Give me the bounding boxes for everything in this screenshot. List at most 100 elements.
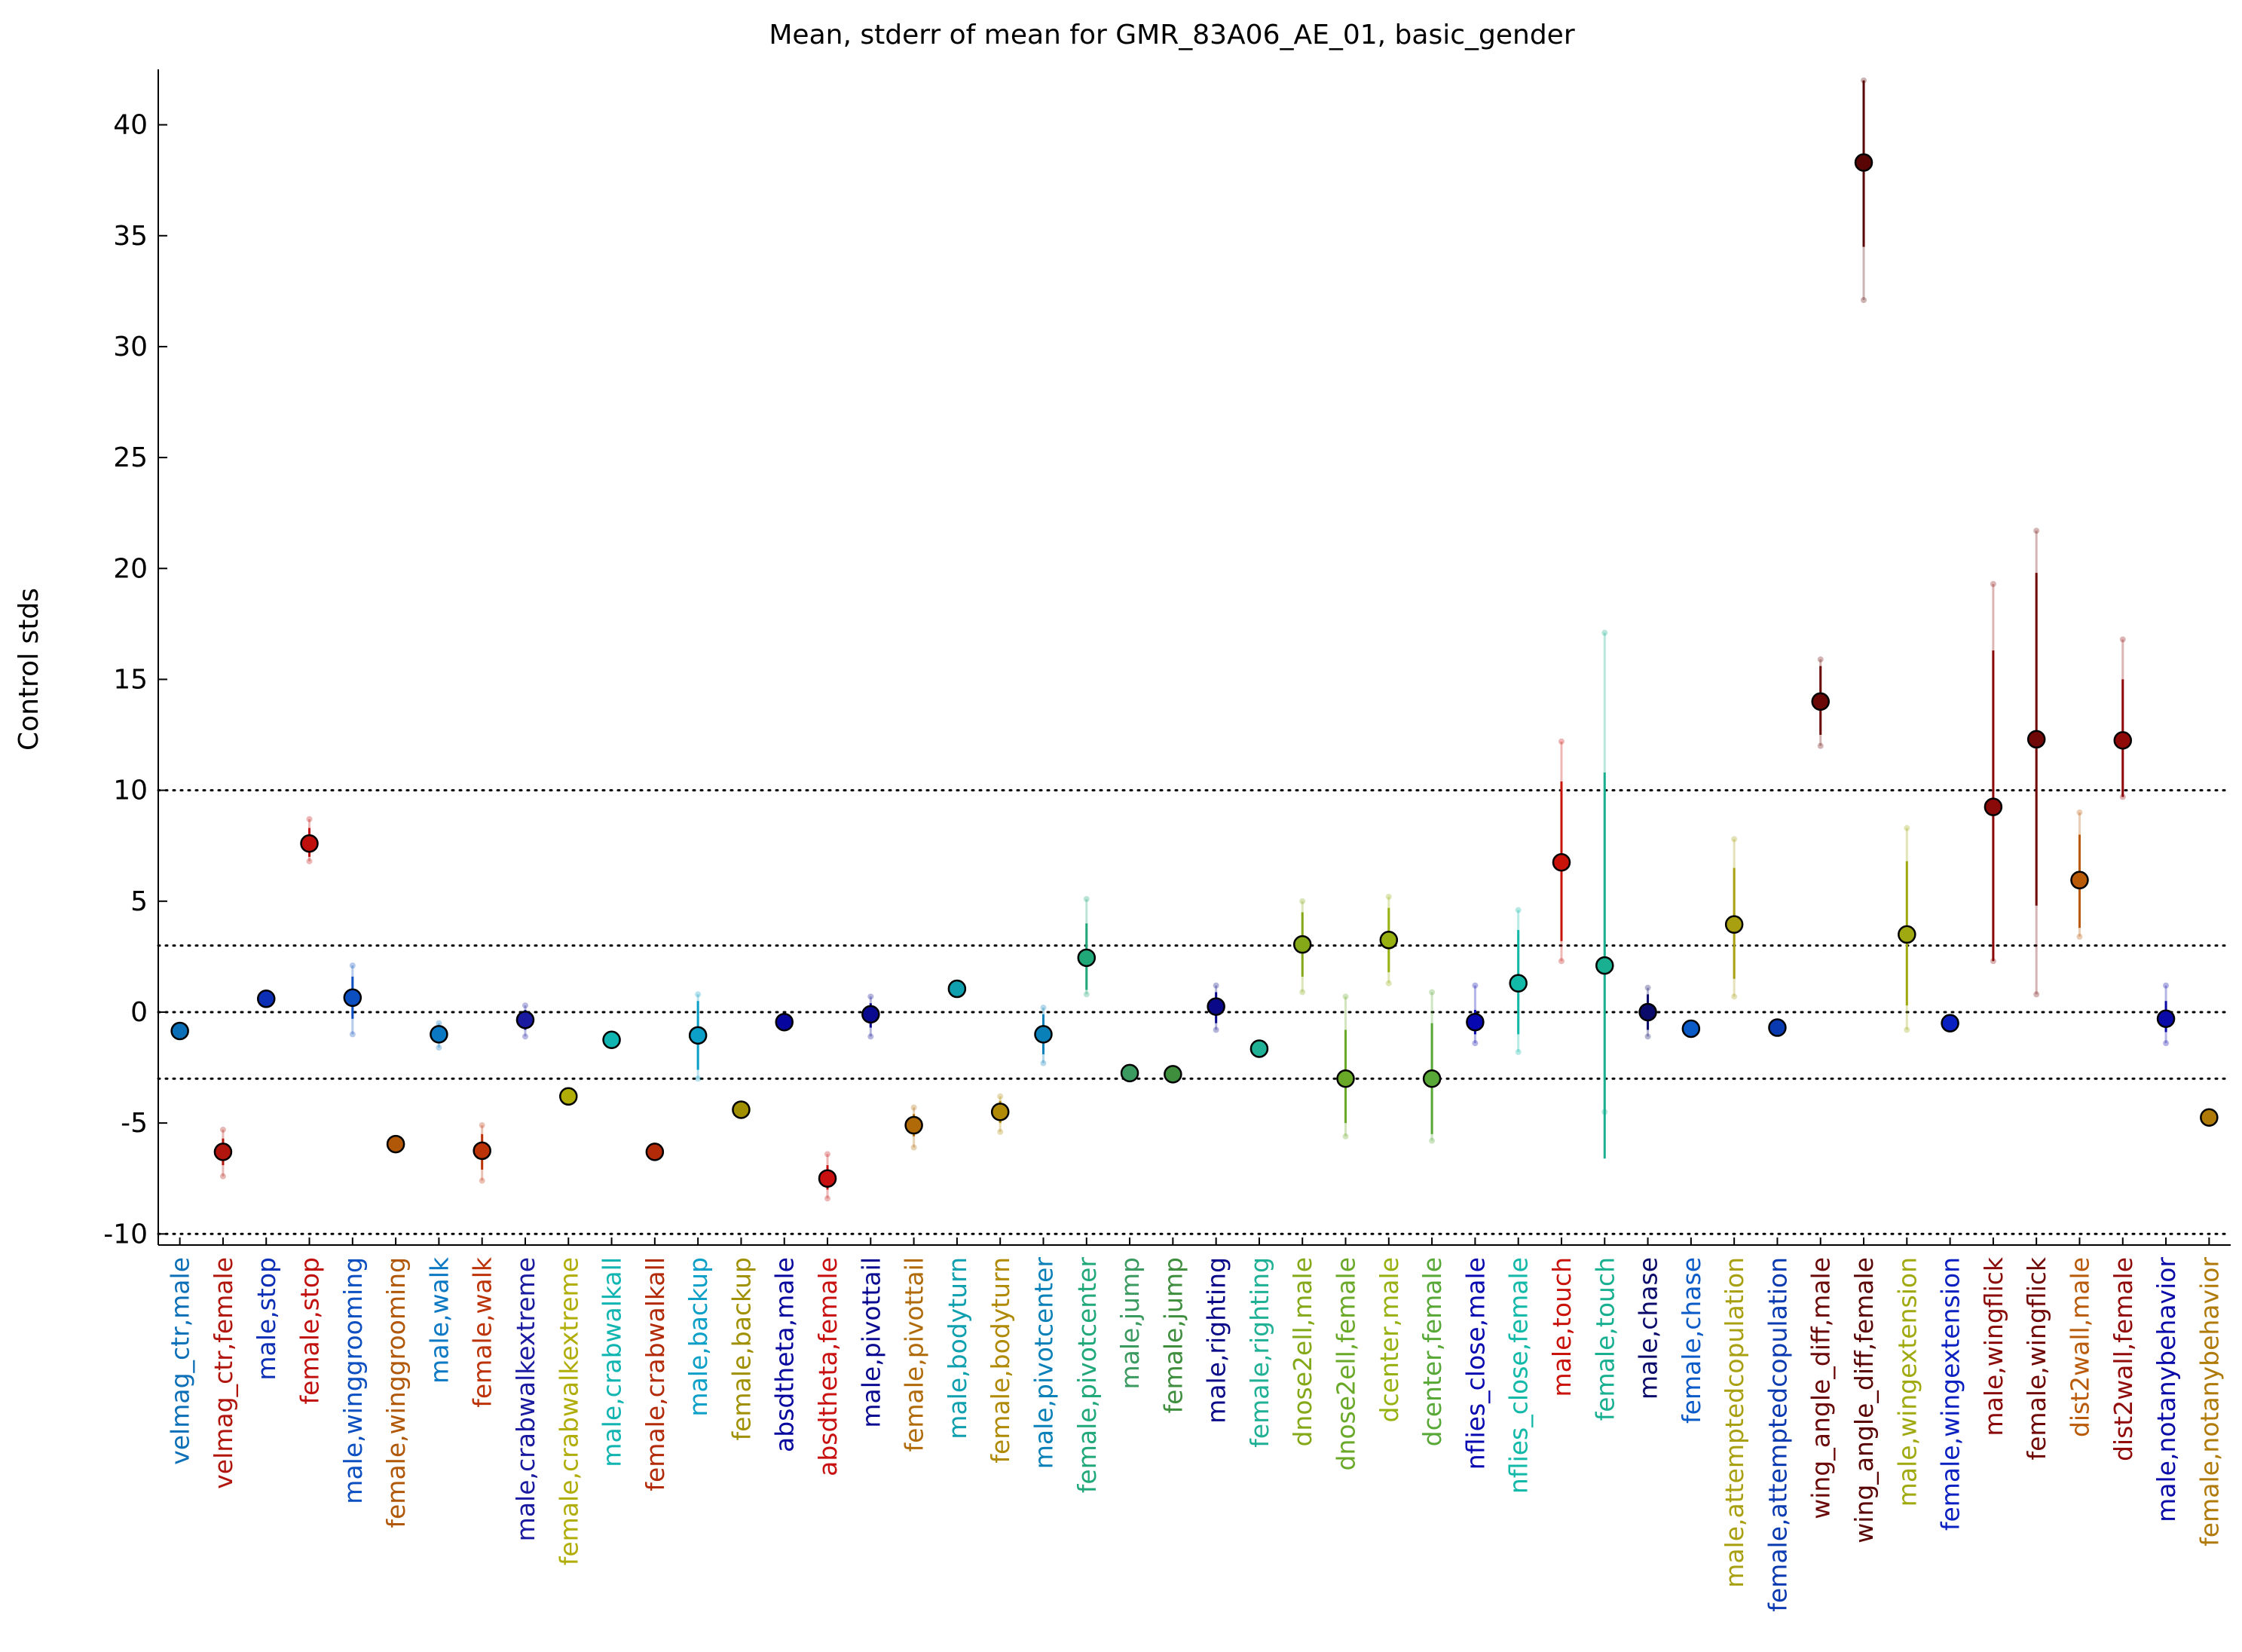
data-point (1292, 935, 1312, 954)
extent-end (306, 815, 313, 822)
x-tick-label: female,crabwalkall (641, 1257, 670, 1491)
y-tick-label: 40 (113, 110, 148, 141)
x-tick-label: dnose2ell,female (1332, 1257, 1361, 1470)
extent-end (824, 1195, 831, 1202)
extent-end (1083, 895, 1090, 902)
extent-end (306, 858, 313, 864)
y-tick-label: 35 (113, 221, 148, 252)
extent-end (1385, 980, 1392, 987)
data-point (1724, 915, 1744, 934)
extent-end (219, 1173, 226, 1179)
x-tick-label: dist2wall,male (2065, 1257, 2094, 1437)
x-tick-labels: velmag_ctr,male velmag_ctr,female male,sto… (166, 1237, 2224, 1612)
x-tick-label: velmag_ctr,female (209, 1257, 238, 1489)
x-tick-label: male,pivottail (856, 1257, 885, 1428)
x-tick-label: male,righting (1202, 1257, 1231, 1424)
data-point (2200, 1108, 2219, 1127)
extent-end (1472, 1040, 1479, 1047)
extent-end (2163, 982, 2170, 989)
y-tick-label: 5 (130, 886, 148, 917)
extent-end (349, 1031, 356, 1038)
data-point (1681, 1019, 1701, 1039)
x-tick-label: male,attemptedcopulation (1720, 1257, 1749, 1588)
x-tick-label: dcenter,male (1375, 1257, 1404, 1422)
x-tick-label: female,walk (468, 1256, 497, 1408)
data-point (1898, 925, 1916, 944)
extent-end (695, 1075, 702, 1082)
data-point (1077, 948, 1097, 968)
axes (158, 69, 2231, 1246)
extent-end (1472, 982, 1479, 989)
y-tick-label: 30 (113, 332, 148, 363)
x-tick-label: male,winggrooming (338, 1257, 368, 1504)
x-tick-label: female,bodyturn (986, 1257, 1015, 1464)
extent-end (522, 1033, 528, 1040)
extent-end (1817, 742, 1824, 749)
extent-end (1515, 1048, 1522, 1055)
data-point (1422, 1069, 1442, 1088)
data-point (1854, 153, 1873, 172)
extent-end (910, 1104, 917, 1111)
extent-end (695, 991, 702, 998)
data-point (1207, 997, 1225, 1016)
data-point (947, 979, 967, 999)
extent-end (1342, 993, 1349, 1000)
data-point (1595, 956, 1614, 975)
extent-end (479, 1122, 485, 1129)
x-tick-label: female,wingextension (1936, 1257, 1965, 1531)
data-point (300, 834, 319, 853)
reference-lines (157, 789, 2232, 1235)
data-point (213, 1143, 233, 1161)
data-point (473, 1141, 491, 1161)
y-axis-label: Control stds (14, 588, 44, 751)
extent-end (1644, 1033, 1651, 1040)
data-point (1509, 974, 1528, 993)
x-tick-label: female,backup (726, 1257, 756, 1441)
data-point (1379, 931, 1399, 950)
x-tick-label: male,wingextension (1892, 1257, 1922, 1507)
x-tick-label: male,walk (424, 1256, 454, 1384)
x-tick-label: female,attemptedcopulation (1763, 1257, 1792, 1612)
extent-end (1429, 1137, 1436, 1144)
data-point (1768, 1018, 1787, 1037)
extent-end (1731, 993, 1738, 1000)
data-point (1984, 797, 2003, 816)
x-tick-label: male,backup (684, 1257, 713, 1417)
extent-end (2163, 1040, 2170, 1047)
extent-end (1299, 898, 1306, 904)
extent-end (1083, 991, 1090, 998)
extent-end (1040, 1060, 1047, 1066)
data-point (2156, 1009, 2176, 1029)
extent-end (436, 1020, 442, 1026)
extent-end (1558, 958, 1565, 965)
extent-end (1644, 984, 1651, 991)
data-point (904, 1115, 923, 1135)
extent-end (522, 1002, 528, 1009)
x-tick-label: male,crabwalkextreme (511, 1257, 540, 1541)
extent-end (2033, 991, 2040, 998)
data-point (430, 1025, 448, 1044)
x-tick-label: female,pivottail (900, 1257, 929, 1452)
data-point (1552, 853, 1571, 872)
x-tick-label: male,jump (1115, 1257, 1145, 1390)
data-points (170, 153, 2219, 1188)
data-point (559, 1087, 578, 1106)
x-tick-label: female,notanybehavior (2195, 1257, 2224, 1546)
extent-end (1213, 1026, 1219, 1033)
x-tick-label: female,chase (1677, 1257, 1706, 1424)
y-tick-label: 25 (113, 442, 148, 473)
extent-end (2119, 636, 2126, 643)
data-point (2070, 870, 2089, 890)
extent-end (2076, 933, 2083, 940)
extent-end (1817, 656, 1824, 662)
extent-end (997, 1128, 1004, 1135)
extent-end (1515, 907, 1522, 913)
x-tick-label: wing_angle_diff,male (1806, 1257, 1836, 1519)
data-point (386, 1134, 405, 1154)
data-point (1466, 1012, 1485, 1032)
x-tick-label: male,touch (1547, 1257, 1577, 1397)
x-tick-label: female,wingflick (2022, 1256, 2051, 1460)
x-tick-label: absdtheta,female (813, 1257, 843, 1476)
